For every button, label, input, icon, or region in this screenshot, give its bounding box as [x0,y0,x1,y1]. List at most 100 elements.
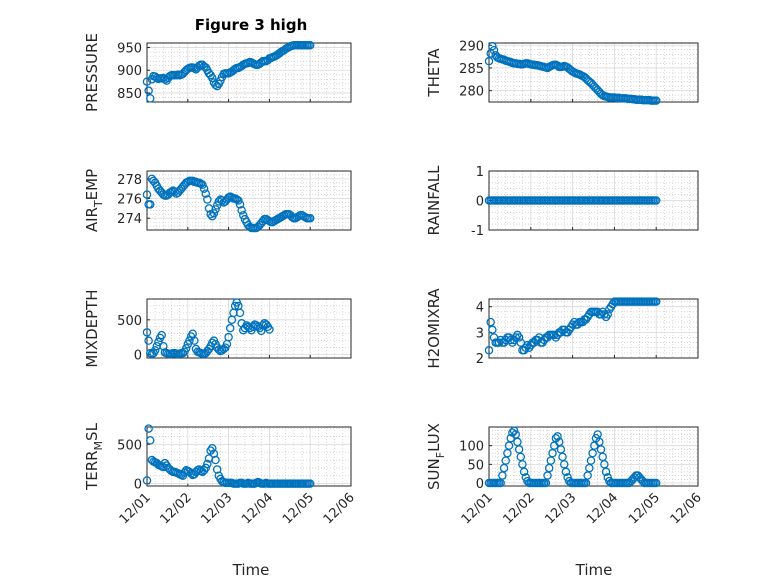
data-point [235,308,245,318]
data-point [519,467,529,477]
y-tick-label: 2 [476,352,484,367]
y-axis-label: MIXDEPTH [83,289,101,367]
plot-mixdepth: 0 500 MIXDEPTH [83,289,352,368]
figure-title: Figure 3 high [195,16,308,34]
data-point [256,326,266,336]
data-point [561,467,571,477]
data-point [142,190,152,199]
data-point [181,344,191,353]
data-point [190,336,199,345]
y-tick-label: 0 [134,349,142,364]
data-point [211,455,220,465]
data-point [142,77,152,86]
plot-terr-msl: 12/01 12/02 12/03 12/04 12/05 12/06 0 500 TERRMS… [83,422,358,527]
data-point [486,317,495,327]
data-point [209,209,219,218]
y-axis-label: PRESSURE [83,33,101,112]
data-point [603,310,612,319]
x-tick-label: 12/05 [280,490,317,527]
y-axis-label: SUNFLUX [425,423,447,490]
y-tick-label: 500 [117,314,142,329]
data-point [201,189,211,198]
data-point [203,459,212,469]
axes-border [488,42,699,103]
data-point [225,323,235,333]
x-tick-label: 12/01 [117,490,154,527]
y-axis-label: THETA [425,48,443,98]
y-tick-label: 276 [117,193,142,208]
data-point [235,200,245,209]
data-point [208,443,217,453]
data-point [651,478,661,488]
x-tick-label: 12/01 [459,490,496,527]
data-point [305,479,315,488]
data-point [651,96,661,105]
data-point [186,469,196,478]
data-point [224,332,233,342]
x-tick-label: 12/04 [239,490,276,527]
y-tick-label: 3 [476,326,484,341]
data-point [146,436,155,445]
y-axis-label: H2OMIXRA [425,288,443,369]
data-point [144,86,153,95]
data-point [154,337,163,347]
axes-border [146,42,352,103]
data-point [211,205,220,214]
y-tick-label: 0 [476,477,484,492]
x-tick-label: 12/02 [501,490,538,527]
data-point [484,56,494,66]
x-tick-label: 12/02 [158,490,195,527]
y-tick-label: -1 [471,224,484,239]
data-point [651,297,661,306]
data-point [144,424,153,433]
x-tick-label: 12/06 [321,490,358,527]
y-tick-label: 100 [459,440,484,455]
axes-border [488,426,699,487]
data-point [208,73,217,83]
data-point [601,467,611,477]
data-point [146,94,155,103]
data-point [488,41,497,51]
data-point [157,330,166,340]
data-point [185,336,194,345]
x-axis-label-left: Time [232,561,270,579]
data-point [237,206,246,215]
plot-h2omixra: 2 3 4 H2OMIXRA [425,288,699,369]
data-point [142,328,152,337]
data-point [198,180,207,190]
y-axis-label: AIRTEMP [83,169,105,232]
y-tick-label: 950 [117,42,142,57]
data-point [484,346,494,355]
data-point [265,325,274,334]
y-tick-label: 1 [476,165,484,180]
x-tick-label: 12/05 [626,490,663,527]
y-tick-label: 4 [476,301,484,316]
data-point [514,333,524,342]
data-point [239,210,248,220]
y-tick-label: 500 [117,438,142,453]
data-point [203,195,212,204]
plot-theta: 280 285 290 THETA [425,39,699,105]
data-point [651,196,661,205]
data-point [142,476,152,485]
data-point [489,46,499,55]
data-point [488,325,497,335]
plot-pressure: 850 900 950 PRESSURE [83,33,352,112]
data-point [305,213,315,223]
y-tick-label: 280 [459,85,484,100]
plot-rainfall: -1 0 1 RAINFALL [425,165,699,239]
y-tick-label: 274 [117,212,142,227]
data-point [201,463,211,473]
y-tick-label: 50 [467,458,484,473]
y-tick-label: 278 [117,173,142,188]
data-point [305,41,315,50]
y-tick-label: 0 [476,195,484,210]
y-tick-label: 900 [117,64,142,79]
x-tick-label: 12/06 [668,490,705,527]
data-point [144,336,153,345]
data-point [234,196,243,205]
data-point [553,432,562,441]
data-point [199,184,209,193]
plot-sun-flux: 12/01 12/02 12/03 12/04 12/05 12/06 0 50 100 SUNF… [425,423,705,527]
